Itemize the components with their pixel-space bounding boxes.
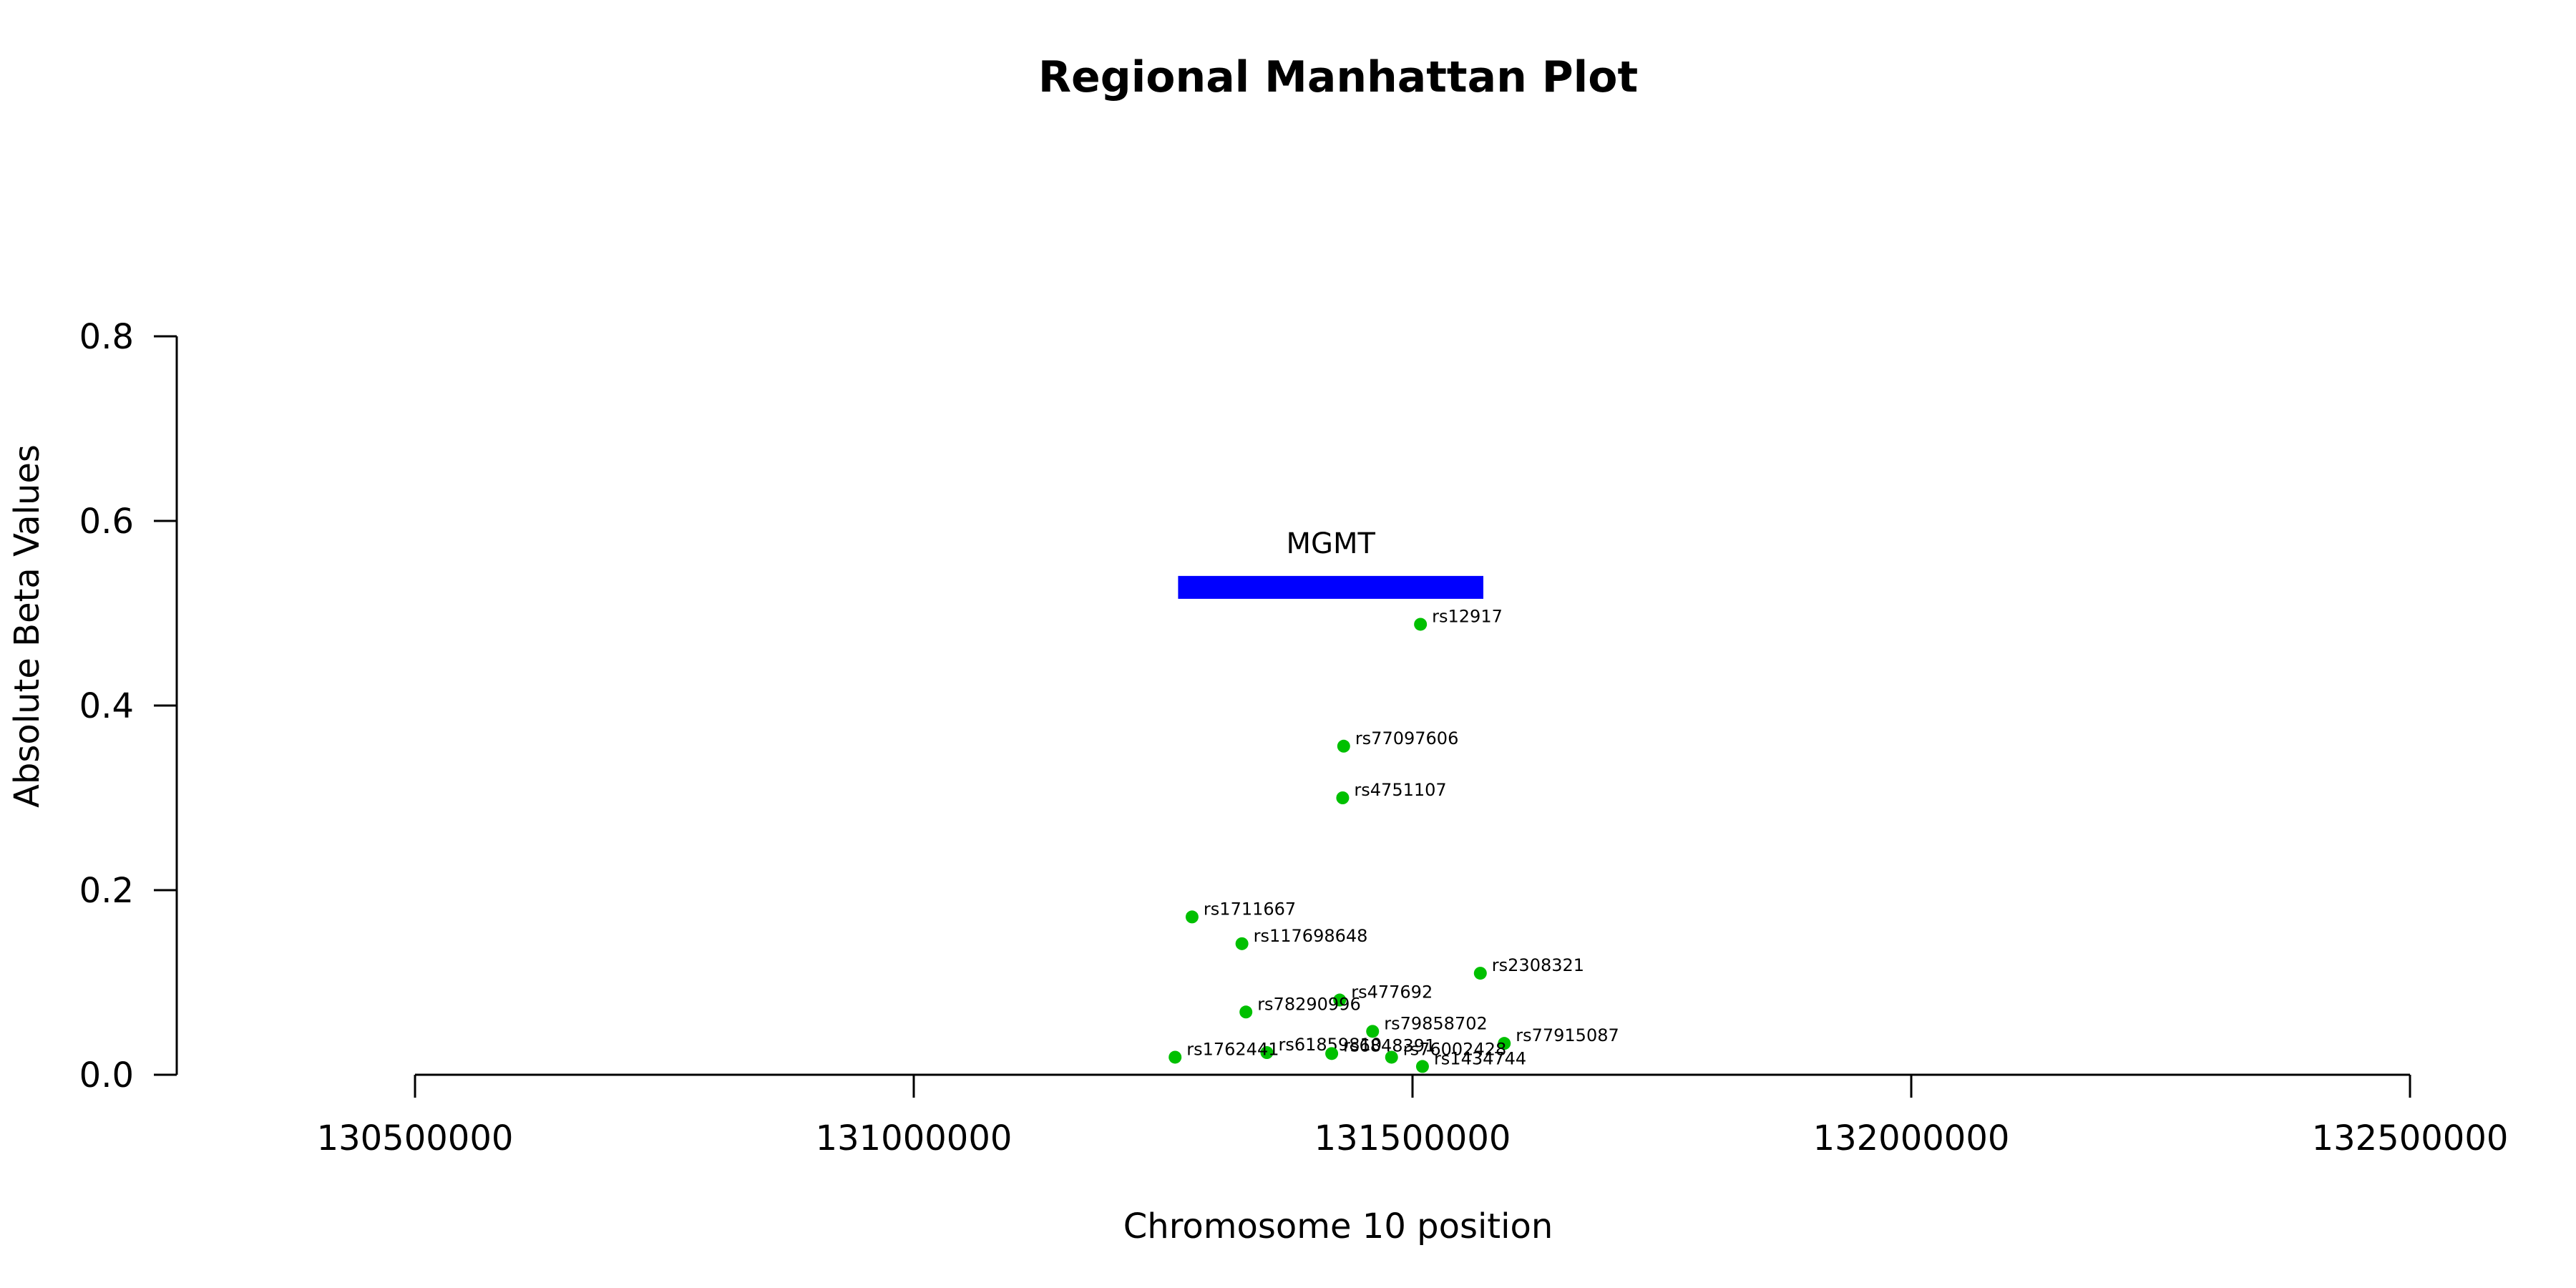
snp-label: rs1762441 (1186, 1039, 1279, 1059)
snp-point (1239, 1005, 1253, 1019)
snp-points: rs12917 rs77097606 rs4751107 rs1711667 rs117… (1169, 606, 1619, 1073)
snp-label: rs78290996 (1257, 994, 1361, 1014)
x-tick-label: 131000000 (816, 1118, 1013, 1158)
x-tick-label: 131500000 (1314, 1118, 1511, 1158)
snp-label: rs1711667 (1204, 899, 1296, 919)
y-axis: 0.0 0.2 0.4 0.6 0.8 (79, 317, 178, 1096)
snp-point (1473, 967, 1487, 980)
snp-point (1185, 910, 1199, 924)
x-axis: 130500000 131000000 131500000 132000000 1325… (317, 1073, 2509, 1158)
snp-label: rs477692 (1351, 982, 1433, 1002)
x-tick-label: 130500000 (317, 1118, 514, 1158)
snp-point (1235, 937, 1249, 950)
gene-label: MGMT (1286, 527, 1375, 560)
snp-point (1414, 618, 1428, 631)
snp-point (1169, 1050, 1182, 1064)
snp-label: rs12917 (1432, 606, 1503, 626)
y-tick-label: 0.6 (79, 502, 134, 542)
x-axis-label: Chromosome 10 position (1123, 1206, 1553, 1246)
x-tick-label: 132000000 (1813, 1118, 2010, 1158)
snp-label: rs1434744 (1434, 1048, 1526, 1068)
y-axis-label: Absolute Beta Values (7, 444, 47, 808)
gene-track: MGMT (1178, 527, 1483, 599)
snp-point (1498, 1037, 1511, 1050)
snp-point (1260, 1046, 1274, 1060)
y-tick-label: 0.0 (79, 1055, 134, 1096)
y-tick-label: 0.4 (79, 686, 134, 726)
snp-point (1336, 791, 1350, 804)
snp-label: rs79858702 (1384, 1013, 1488, 1033)
snp-label: rs77915087 (1516, 1025, 1619, 1045)
snp-point (1337, 739, 1350, 753)
snp-label: rs76002428 (1403, 1039, 1507, 1059)
x-tick-label: 132500000 (2312, 1118, 2509, 1158)
snp-point (1366, 1025, 1380, 1038)
chart-title: Regional Manhattan Plot (1038, 52, 1638, 102)
snp-point (1385, 1050, 1398, 1064)
snp-label: rs2308321 (1492, 955, 1584, 975)
y-tick-label: 0.2 (79, 871, 134, 911)
snp-label: rs77097606 (1355, 728, 1459, 748)
y-tick-label: 0.8 (79, 317, 134, 357)
snp-point (1325, 1047, 1339, 1060)
snp-label: rs117698648 (1254, 926, 1368, 946)
snp-label: rs4751107 (1354, 780, 1446, 800)
snp-point (1333, 993, 1347, 1007)
gene-bar-mgmt (1178, 575, 1483, 599)
snp-point (1415, 1060, 1429, 1073)
